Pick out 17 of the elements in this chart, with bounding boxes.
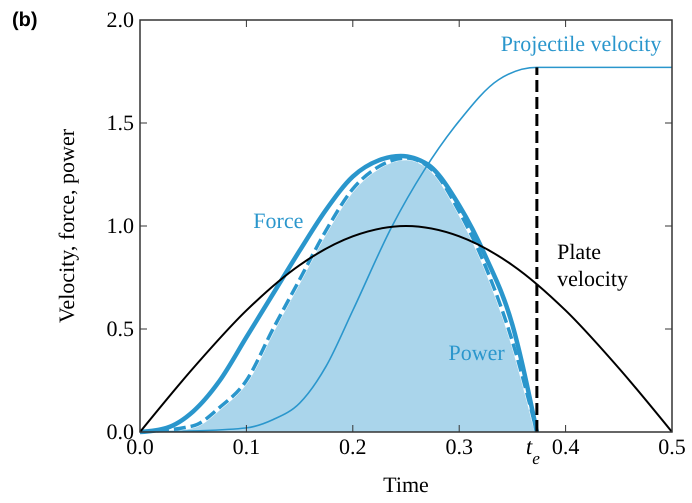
x-axis-title: Time xyxy=(383,472,429,497)
series-label: Plate velocity xyxy=(557,238,628,291)
y-tick-label: 0.5 xyxy=(106,316,134,341)
series-label: Projectile velocity xyxy=(500,30,662,56)
series-label: Force xyxy=(253,208,304,234)
x-tick-label: 0.5 xyxy=(658,434,686,459)
ref-line-label: t$_{e}$ xyxy=(526,434,540,468)
x-tick-label: 0.2 xyxy=(339,434,367,459)
series-label: Power xyxy=(448,340,506,365)
text: (b) xyxy=(12,9,38,31)
y-tick-label: 1.5 xyxy=(106,110,134,135)
y-tick-label: 1.0 xyxy=(106,213,134,238)
x-tick-label: 0.3 xyxy=(445,434,473,459)
y-tick-label: 2.0 xyxy=(106,7,134,32)
x-tick-label: 0.1 xyxy=(232,434,260,459)
y-axis-title: Velocity, force, power xyxy=(54,128,79,324)
x-tick-label: 0.4 xyxy=(552,434,580,459)
